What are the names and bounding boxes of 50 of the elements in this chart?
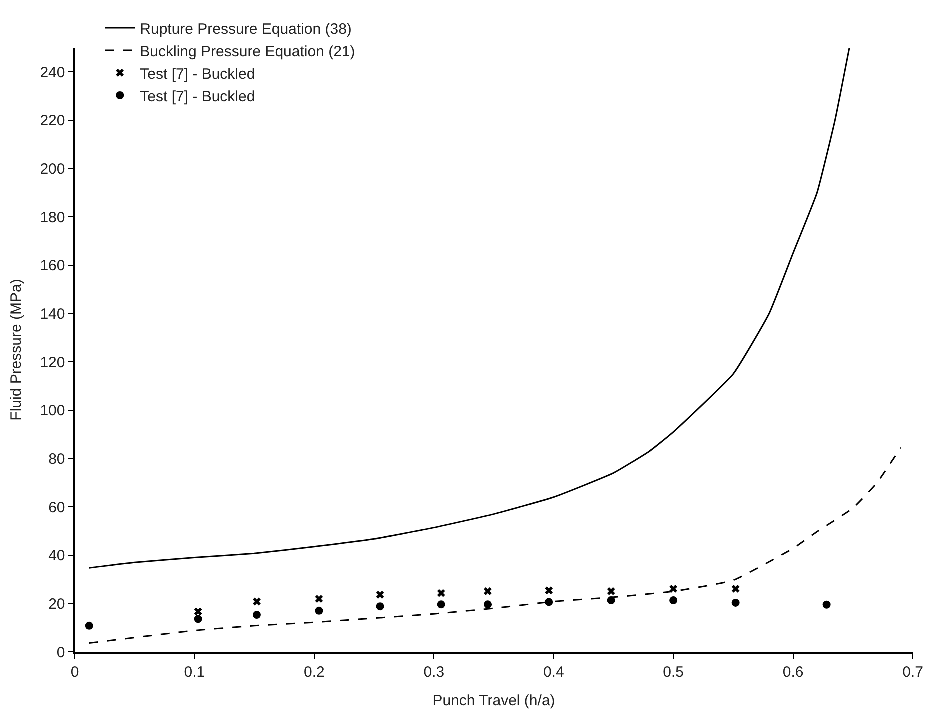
x-tick-label: 0.3	[424, 664, 445, 681]
point	[545, 586, 554, 595]
x-tick-label: 0.5	[663, 664, 684, 681]
point	[732, 584, 740, 593]
x-axis-title: Punch Travel (h/a)	[432, 692, 556, 710]
point	[194, 615, 202, 624]
y-tick-label: 200	[40, 161, 66, 178]
legend-label: Test [7] - Buckled	[140, 66, 256, 83]
line-series	[88, 447, 902, 644]
y-axis-title: Fluid Pressure (MPa)	[8, 279, 25, 421]
point	[253, 598, 261, 606]
y-tick-label: 140	[40, 306, 66, 324]
y-tick-label: 240	[40, 64, 66, 82]
point	[315, 606, 324, 615]
point	[376, 602, 384, 611]
x-tick-label: 0.7	[902, 664, 924, 681]
x-tick-label: 0.2	[304, 664, 325, 681]
point	[732, 598, 740, 607]
y-tick-label: 60	[48, 499, 66, 516]
point	[545, 598, 554, 606]
point	[484, 600, 492, 609]
point	[437, 589, 446, 598]
y-tick-label: 40	[48, 548, 66, 565]
y-tick-label: 220	[40, 112, 66, 130]
y-tick-label: 80	[48, 450, 66, 468]
point	[315, 595, 324, 604]
x-tick-label: 0	[70, 664, 80, 681]
y-tick-label: 180	[40, 209, 66, 226]
y-tick-label: 120	[40, 354, 66, 372]
x-tick-label: 0.1	[184, 664, 206, 681]
point	[822, 600, 831, 609]
x-tick-label: 0.6	[782, 664, 804, 681]
legend-label: Rupture Pressure Equation (38)	[140, 20, 352, 38]
point	[670, 596, 678, 605]
point	[85, 622, 94, 630]
y-tick-label: 160	[40, 258, 66, 275]
point	[607, 587, 616, 596]
y-tick-label: 100	[40, 402, 66, 420]
point	[376, 591, 384, 599]
point	[670, 584, 678, 593]
point	[484, 587, 492, 596]
legend-label: Buckling Pressure Equation (21)	[140, 43, 356, 60]
y-tick-label: 20	[48, 596, 66, 613]
point	[437, 600, 446, 609]
point	[194, 608, 202, 616]
y-tick-label: 0	[56, 644, 66, 662]
point	[252, 611, 261, 620]
legend-label: Test [7] - Buckled	[140, 88, 256, 106]
point	[607, 596, 616, 605]
x-tick-label: 0.4	[543, 664, 564, 681]
